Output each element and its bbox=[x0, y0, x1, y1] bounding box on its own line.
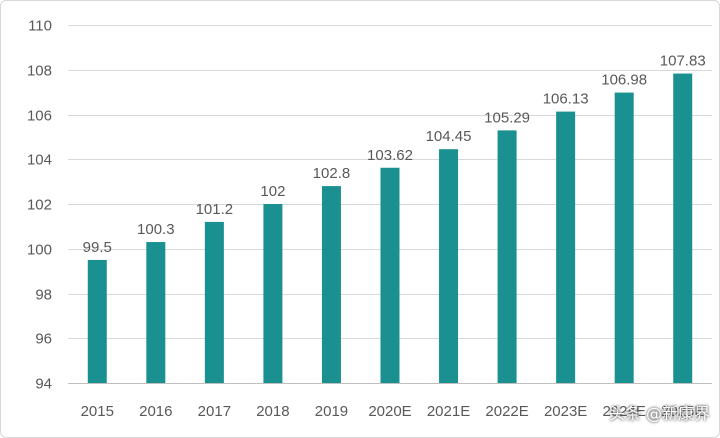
data-label: 106.13 bbox=[543, 91, 589, 108]
gridlines bbox=[68, 25, 712, 384]
data-label: 101.2 bbox=[196, 201, 234, 218]
bar bbox=[87, 259, 107, 383]
bar bbox=[497, 130, 517, 383]
data-label: 102.8 bbox=[313, 165, 351, 182]
data-label: 103.62 bbox=[367, 147, 413, 164]
x-tick-label: 2019 bbox=[315, 403, 348, 420]
x-tick-label: 2015 bbox=[81, 403, 114, 420]
bar bbox=[380, 167, 400, 383]
x-tick-label: 2017 bbox=[198, 403, 231, 420]
x-tick-label: 2016 bbox=[139, 403, 172, 420]
x-tick-label: 2018 bbox=[256, 403, 289, 420]
y-tick-label: 94 bbox=[35, 376, 52, 393]
x-tick-label: 2020E bbox=[368, 403, 411, 420]
x-axis-ticks: 2015 2016 2017 2018 2019 2020E 2021E 2022E 2023E… bbox=[81, 403, 705, 420]
data-label: 102 bbox=[260, 183, 285, 200]
bar bbox=[673, 73, 693, 384]
bar bbox=[263, 204, 283, 383]
bar bbox=[556, 111, 576, 383]
y-tick-label: 108 bbox=[27, 63, 52, 80]
data-label: 106.98 bbox=[601, 72, 647, 89]
bar bbox=[439, 149, 459, 383]
data-label: 99.5 bbox=[83, 239, 112, 256]
x-tick-label: 2021E bbox=[427, 403, 470, 420]
y-tick-label: 110 bbox=[28, 18, 52, 35]
y-tick-label: 96 bbox=[35, 331, 52, 348]
data-label: 100.3 bbox=[137, 221, 175, 238]
x-tick-label: 2023E bbox=[544, 403, 587, 420]
data-label: 107.83 bbox=[660, 53, 706, 70]
bars bbox=[87, 73, 693, 384]
bar bbox=[204, 221, 224, 383]
x-tick-label: 2025E bbox=[661, 403, 704, 420]
y-tick-label: 104 bbox=[27, 152, 52, 169]
data-label: 104.45 bbox=[426, 128, 472, 145]
watermark: 头条 @新康界 bbox=[608, 404, 710, 423]
x-tick-label: 2024E bbox=[602, 403, 645, 420]
bar bbox=[321, 186, 341, 383]
y-tick-label: 102 bbox=[27, 197, 52, 214]
y-tick-label: 100 bbox=[27, 242, 52, 259]
bar bbox=[146, 242, 166, 383]
y-tick-label: 106 bbox=[27, 108, 52, 125]
x-tick-label: 2022E bbox=[485, 403, 528, 420]
data-label: 105.29 bbox=[484, 109, 530, 126]
y-axis-ticks: 94 96 98 100 102 104 106 108 110 bbox=[27, 18, 52, 393]
bar bbox=[614, 92, 634, 383]
data-labels: 99.5 100.3 101.2 102 102.8 103.62 104.45 105.29… bbox=[83, 53, 706, 256]
y-tick-label: 98 bbox=[35, 287, 52, 304]
